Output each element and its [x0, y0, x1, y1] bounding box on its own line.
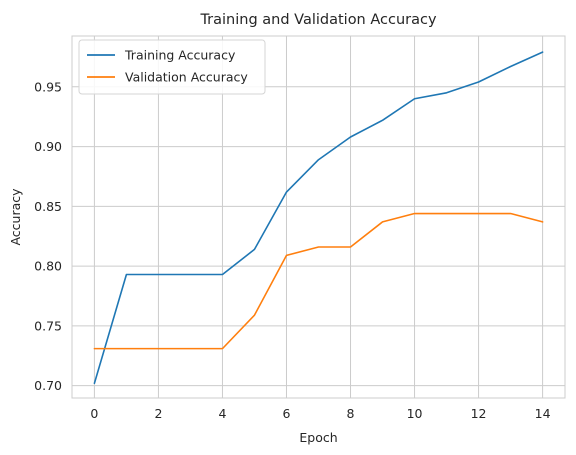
y-tick-label: 0.80 [34, 259, 62, 274]
chart-title: Training and Validation Accuracy [199, 12, 437, 28]
x-tick-label: 2 [154, 406, 162, 421]
y-tick-label: 0.70 [34, 378, 62, 393]
x-axis-label: Epoch [299, 430, 337, 445]
x-tick-label: 0 [90, 406, 98, 421]
x-tick-label: 8 [347, 406, 355, 421]
series-layer [93, 51, 544, 385]
grid [72, 36, 565, 398]
x-tick-label: 10 [407, 406, 423, 421]
legend-label: Training Accuracy [124, 48, 236, 63]
series-line-validation-accuracy [93, 212, 544, 350]
y-axis-ticks: 0.70 0.75 0.80 0.85 0.90 0.95 [34, 79, 62, 393]
y-tick-label: 0.75 [34, 318, 62, 333]
y-tick-label: 0.95 [34, 79, 62, 94]
x-tick-label: 6 [283, 406, 291, 421]
legend-label: Validation Accuracy [125, 70, 248, 85]
y-axis-label: Accuracy [8, 188, 23, 246]
x-axis-ticks: 0 2 4 6 8 10 12 14 [90, 406, 550, 421]
y-tick-label: 0.85 [34, 199, 62, 214]
x-tick-label: 14 [535, 406, 551, 421]
x-tick-label: 12 [471, 406, 487, 421]
legend-box [78, 39, 266, 95]
x-tick-label: 4 [218, 406, 226, 421]
y-tick-label: 0.90 [34, 139, 62, 154]
legend: Training Accuracy Validation Accuracy [78, 39, 266, 95]
plot-frame [71, 35, 566, 399]
series-line-training-accuracy [93, 51, 544, 385]
